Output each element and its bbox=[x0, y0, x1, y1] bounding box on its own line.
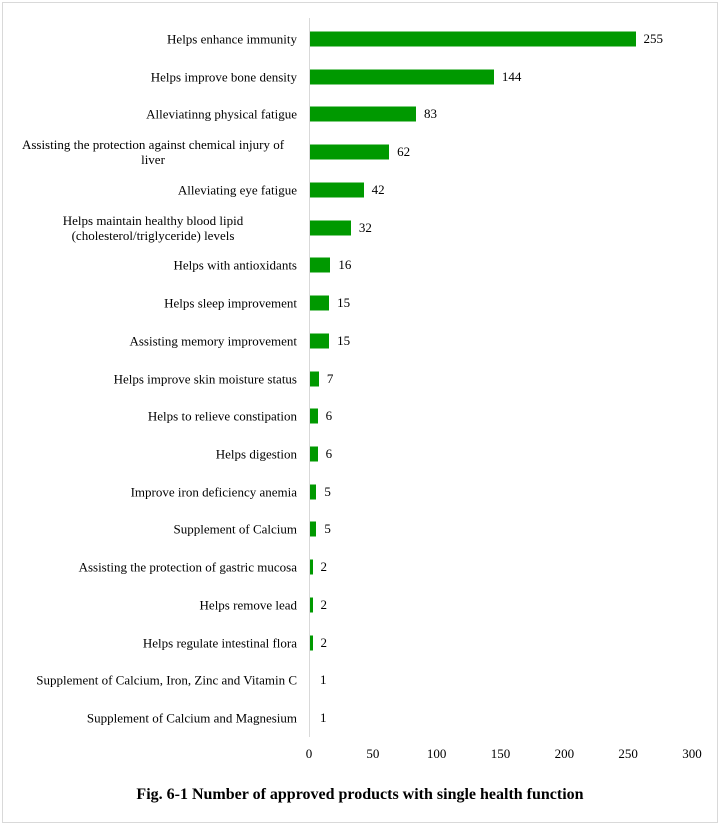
category-label: Supplement of Calcium, Iron, Zinc and Vi… bbox=[7, 673, 297, 688]
category-label-text: Alleviatinng physical fatigue bbox=[146, 106, 297, 122]
category-label: Helps with antioxidants bbox=[7, 257, 298, 273]
category-label-text: Helps maintain healthy blood lipid (chol… bbox=[62, 212, 244, 243]
bar bbox=[310, 69, 494, 85]
data-label: 6 bbox=[325, 408, 333, 424]
x-tick-label: 150 bbox=[490, 746, 511, 761]
data-label: 16 bbox=[338, 257, 352, 273]
category-label-text: Supplement of Calcium and Magnesium bbox=[86, 710, 297, 726]
bar bbox=[310, 484, 317, 500]
category-label: Assisting memory improvement bbox=[7, 333, 297, 348]
category-label: Helps sleep improvement bbox=[7, 296, 297, 311]
category-label-text: Supplement of Calcium bbox=[173, 521, 297, 537]
bar bbox=[310, 521, 317, 537]
bar bbox=[310, 295, 330, 311]
x-tick-label: 100 bbox=[426, 746, 447, 761]
category-label-text: Helps improve bone density bbox=[150, 69, 297, 85]
category-label-text: Helps improve skin moisture status bbox=[113, 371, 297, 386]
bar bbox=[310, 446, 318, 462]
category-label-text: Helps to relieve constipation bbox=[147, 408, 297, 424]
category-label: Helps regulate intestinal flora bbox=[7, 635, 297, 650]
category-label: Helps enhance immunity bbox=[7, 32, 297, 47]
x-tick-label: 0 bbox=[305, 746, 313, 761]
data-label: 2 bbox=[320, 596, 328, 612]
bar bbox=[310, 31, 636, 47]
data-label: 1 bbox=[320, 672, 327, 688]
data-label: 2 bbox=[320, 634, 328, 650]
chart-title: Fig. 6-1 Number of approved products wit… bbox=[136, 786, 584, 803]
data-label: 2 bbox=[320, 559, 328, 575]
x-tick-label: 250 bbox=[618, 746, 638, 761]
data-label: 5 bbox=[324, 521, 331, 537]
bar bbox=[310, 220, 351, 236]
category-label-text: Helps digestion bbox=[215, 446, 297, 462]
category-label-text: Improve iron deficiency anemia bbox=[130, 484, 297, 500]
x-tick-label: 50 bbox=[366, 746, 380, 761]
category-label: Supplement of Calcium and Magnesium bbox=[7, 711, 297, 726]
bar bbox=[310, 144, 390, 160]
category-label: Assisting the protection against chemica… bbox=[7, 137, 297, 167]
data-label: 6 bbox=[325, 445, 333, 461]
category-label: Improve iron deficiency anemia bbox=[7, 484, 297, 499]
category-axis-line bbox=[309, 18, 310, 737]
bar bbox=[310, 106, 416, 122]
data-label: 5 bbox=[324, 483, 331, 499]
category-label-text: Helps enhance immunity bbox=[167, 31, 297, 47]
category-label: Alleviatinng physical fatigue bbox=[7, 107, 297, 122]
data-label: 62 bbox=[397, 144, 411, 160]
category-label-text: Helps with antioxidants bbox=[173, 257, 298, 273]
category-label: Helps improve skin moisture status bbox=[7, 371, 297, 386]
category-label: Helps improve bone density bbox=[7, 69, 297, 84]
x-tick-label: 200 bbox=[554, 746, 575, 761]
category-label-text: Supplement of Calcium, Iron, Zinc and Vi… bbox=[36, 672, 297, 688]
category-label: Alleviating eye fatigue bbox=[7, 182, 297, 197]
data-label: 42 bbox=[371, 181, 385, 197]
bar bbox=[310, 597, 313, 613]
data-label: 32 bbox=[358, 219, 372, 235]
bar bbox=[310, 635, 313, 651]
data-label: 15 bbox=[337, 332, 351, 348]
category-label: Assisting the protection of gastric muco… bbox=[7, 560, 297, 575]
category-label-text: Helps remove lead bbox=[199, 597, 297, 613]
bar bbox=[310, 182, 364, 198]
x-tick-label: 300 bbox=[682, 746, 702, 761]
category-label-text: Helps regulate intestinal flora bbox=[142, 635, 297, 651]
data-label: 15 bbox=[337, 295, 351, 311]
bar bbox=[310, 408, 318, 424]
bar bbox=[310, 371, 319, 386]
data-label: 1 bbox=[320, 710, 327, 725]
category-label-text: Assisting memory improvement bbox=[129, 333, 297, 349]
category-label: Helps digestion bbox=[7, 446, 297, 461]
category-label-text: Helps sleep improvement bbox=[164, 295, 297, 311]
bar bbox=[310, 333, 330, 349]
data-label: 83 bbox=[423, 106, 437, 122]
category-label: Helps remove lead bbox=[7, 597, 297, 612]
data-label: 7 bbox=[326, 370, 334, 386]
data-label: 144 bbox=[501, 68, 522, 84]
category-label-text: Assisting the protection against chemica… bbox=[21, 137, 285, 168]
bar bbox=[310, 559, 313, 575]
category-label-text: Assisting the protection of gastric muco… bbox=[78, 559, 297, 575]
data-label: 255 bbox=[643, 31, 664, 46]
category-label: Helps maintain healthy blood lipid (chol… bbox=[7, 213, 297, 243]
category-label: Supplement of Calcium bbox=[7, 522, 297, 537]
category-label-text: Alleviating eye fatigue bbox=[177, 182, 297, 198]
category-label: Helps to relieve constipation bbox=[7, 409, 297, 424]
bar bbox=[310, 257, 331, 273]
